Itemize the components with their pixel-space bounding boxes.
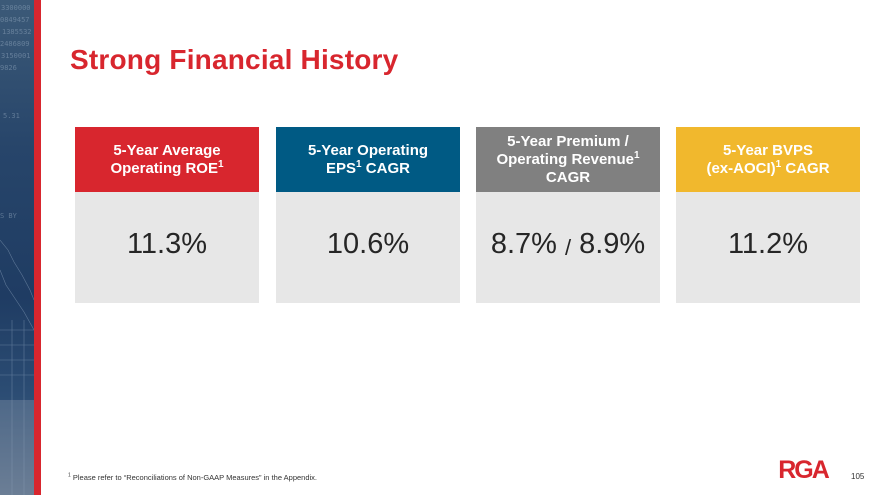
metric-card-eps: 5-Year Operating EPS1 CAGR 10.6% [276,127,460,303]
footnote-marker: 1 [775,158,782,170]
header-line: CAGR [785,159,830,177]
metric-card-header: 5-Year Average Operating ROE1 [75,127,259,192]
footnote-text: Please refer to “Reconciliations of Non-… [70,473,318,482]
svg-text:9826: 9826 [0,64,17,72]
header-line: EPS [326,159,357,177]
metric-value: 11.2% [727,228,809,260]
metric-card-body: 11.2% [676,192,860,303]
metric-card-body: 8.7% / 8.9% [476,192,660,303]
metric-value-revenue: 8.9% [579,228,646,260]
header-line: Operating ROE [110,159,218,177]
metric-card-header: 5-Year BVPS (ex-AOCI)1 CAGR [676,127,860,192]
page-number: 105 [851,472,865,481]
svg-text:3300000: 3300000 [1,4,31,12]
svg-text:0849457: 0849457 [0,16,30,24]
footnote: 1 Please refer to “Reconciliations of No… [68,473,317,482]
svg-text:1385532: 1385532 [2,28,32,36]
header-line: (ex-AOCI) [706,159,776,177]
svg-text:5.31: 5.31 [3,112,20,120]
value-separator: / [564,235,572,260]
svg-text:3150001: 3150001 [1,52,31,60]
page-title: Strong Financial History [70,44,399,75]
metric-value: 11.3% [126,228,208,260]
header-line: CAGR [365,159,410,177]
metric-card-body: 11.3% [75,192,259,303]
header-line: CAGR [545,168,591,186]
footnote-marker: 1 [217,158,224,170]
logo-text: RGA [778,456,830,482]
metric-card-roe: 5-Year Average Operating ROE1 11.3% [75,127,259,303]
header-line: Operating Revenue [496,150,634,168]
header-line: 5-Year BVPS [722,141,814,159]
metric-card-header: 5-Year Operating EPS1 CAGR [276,127,460,192]
metric-card-bvps: 5-Year BVPS (ex-AOCI)1 CAGR 11.2% [676,127,860,303]
metric-value-premium: 8.7% [490,228,557,260]
financial-background-image: 3300000 0849457 1385532 2486809 3150001 … [0,0,34,495]
accent-rule [34,0,41,495]
metric-value: 10.6% [326,228,410,260]
footnote-marker: 1 [633,149,640,161]
header-line: 5-Year Operating [307,141,429,159]
header-line: 5-Year Average [113,141,221,159]
svg-text:2486809: 2486809 [0,40,30,48]
metric-card-premium-revenue: 5-Year Premium / Operating Revenue1 CAGR… [476,127,660,303]
metric-card-header: 5-Year Premium / Operating Revenue1 CAGR [476,127,660,192]
header-line: 5-Year Premium / [507,132,629,150]
footnote-marker: 1 [68,472,71,479]
svg-text:S BY: S BY [0,212,18,220]
metric-card-body: 10.6% [276,192,460,303]
rga-logo-icon: RGA [778,456,832,482]
footnote-marker: 1 [356,158,362,170]
